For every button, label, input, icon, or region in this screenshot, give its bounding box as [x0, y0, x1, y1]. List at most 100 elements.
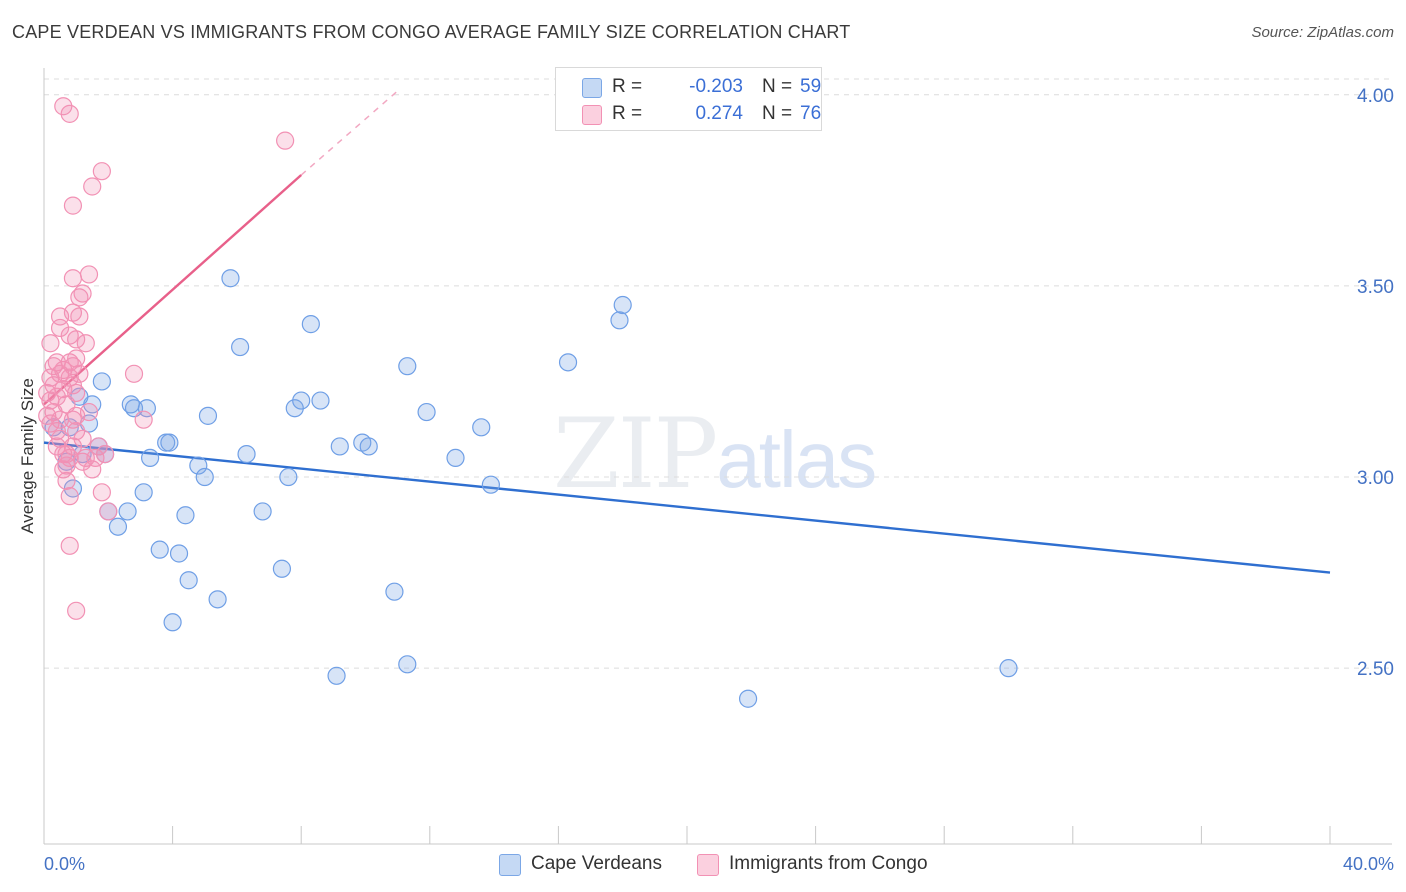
congo-point: [79, 265, 99, 284]
cape-verdean-point: [999, 659, 1018, 678]
cape-verdean-point: [231, 337, 250, 357]
cape-verdean-point: [195, 467, 214, 487]
congo-point: [73, 284, 92, 303]
congo-point: [76, 334, 95, 353]
y-tick-label: 3.50: [1357, 277, 1394, 298]
congo-point: [67, 330, 86, 349]
chart-title: CAPE VERDEAN VS IMMIGRANTS FROM CONGO AV…: [12, 22, 851, 42]
cape-verdean-point: [163, 613, 182, 632]
legend-n-label: N =: [762, 76, 793, 97]
cape-verdean-point: [108, 517, 128, 536]
cape-verdean-point: [417, 402, 436, 422]
congo-point: [134, 410, 153, 429]
watermark: ZIPatlas: [553, 398, 877, 510]
congo-point: [276, 131, 295, 150]
congo-point: [92, 162, 111, 181]
cape-verdean-point: [169, 544, 189, 563]
legend-r-value: -0.203: [689, 76, 743, 97]
correlation-legend: R = -0.203 N = 59 R = 0.274 N = 76: [555, 67, 822, 131]
congo-point: [92, 483, 111, 502]
legend-r-label: R =: [612, 76, 643, 97]
cape-verdean-point: [198, 406, 218, 425]
cape-verdean-point: [613, 295, 632, 315]
congo-point: [50, 318, 70, 338]
legend-r-value: 0.274: [695, 103, 743, 124]
cape-verdean-point: [221, 269, 240, 288]
congo-point: [63, 269, 83, 288]
legend-swatch-pink: [697, 854, 719, 876]
cape-verdean-point: [398, 357, 417, 376]
legend-swatch-blue: [499, 854, 521, 876]
gridlines: [44, 78, 1392, 669]
congo-point: [83, 460, 102, 479]
series-legend: Cape Verdeans Immigrants from Congo: [0, 850, 1406, 878]
cape-verdean-point: [237, 444, 256, 464]
y-tick-label: 2.50: [1357, 659, 1394, 680]
cape-verdean-point: [118, 502, 137, 521]
cape-verdean-point: [385, 582, 404, 601]
congo-point: [73, 429, 92, 448]
trend-lines: [43, 90, 1331, 574]
congo-trend-line: [43, 174, 302, 406]
watermark-atlas: atlas: [716, 415, 877, 504]
legend-label: Immigrants from Congo: [729, 853, 928, 874]
x-tick-label-min: 0.0%: [44, 854, 85, 874]
axes: [43, 68, 1392, 845]
cape-verdean-point: [140, 448, 160, 468]
legend-n-value: 59: [800, 76, 822, 97]
cape-verdean-point: [446, 448, 465, 468]
cape-verdean-point: [292, 391, 311, 410]
congo-point: [83, 177, 102, 196]
x-tick-label-max: 40.0%: [1343, 854, 1394, 874]
congo-point: [41, 334, 60, 353]
cape-verdean-trend-line: [43, 441, 1331, 574]
cape-verdean-point: [330, 437, 349, 456]
cape-verdean-point: [160, 433, 179, 452]
data-points: [38, 97, 1018, 708]
congo-point: [86, 448, 105, 468]
cape-verdean-point: [137, 399, 156, 418]
cape-verdean-point: [472, 418, 491, 437]
cape-verdean-point: [738, 689, 758, 708]
congo-point: [70, 307, 89, 326]
cape-verdean-point: [610, 311, 629, 330]
legend-n-value: 76: [800, 103, 822, 124]
cape-verdean-point: [398, 655, 417, 674]
legend-n-label: N =: [762, 103, 793, 124]
congo-point: [124, 364, 144, 383]
cape-verdean-point: [359, 437, 378, 456]
y-tick-label: 4.00: [1357, 86, 1394, 107]
congo-point: [76, 448, 95, 468]
cape-verdean-point: [311, 391, 330, 410]
cape-verdean-point: [558, 353, 578, 372]
congo-point: [60, 536, 79, 555]
congo-point: [67, 383, 86, 403]
congo-point: [63, 437, 83, 456]
cape-verdean-point: [92, 372, 111, 391]
cape-verdean-point: [253, 502, 272, 521]
legend-label: Cape Verdeans: [531, 853, 662, 874]
cape-verdean-point: [176, 506, 195, 525]
cape-verdean-point: [301, 315, 320, 334]
y-tick-label: 3.00: [1357, 468, 1394, 489]
cape-verdean-point: [134, 483, 153, 502]
source-label: Source: ZipAtlas.com: [1251, 24, 1394, 41]
congo-point: [63, 196, 83, 215]
congo-point: [67, 601, 86, 620]
congo-point: [79, 402, 99, 422]
congo-point: [60, 487, 79, 506]
watermark-zip: ZIP: [553, 398, 718, 510]
legend-swatch-pink: [582, 105, 602, 125]
congo-trend-extension: [300, 90, 399, 176]
congo-point: [57, 471, 76, 490]
cape-verdean-point: [327, 666, 346, 685]
congo-point: [67, 349, 86, 368]
congo-point: [60, 104, 79, 123]
congo-point: [95, 444, 115, 464]
cape-verdean-point: [189, 456, 208, 475]
congo-point: [70, 364, 89, 383]
cape-verdean-point: [279, 467, 298, 487]
y-axis-title: Average Family Size: [18, 378, 37, 534]
legend-r-label: R =: [612, 103, 643, 124]
